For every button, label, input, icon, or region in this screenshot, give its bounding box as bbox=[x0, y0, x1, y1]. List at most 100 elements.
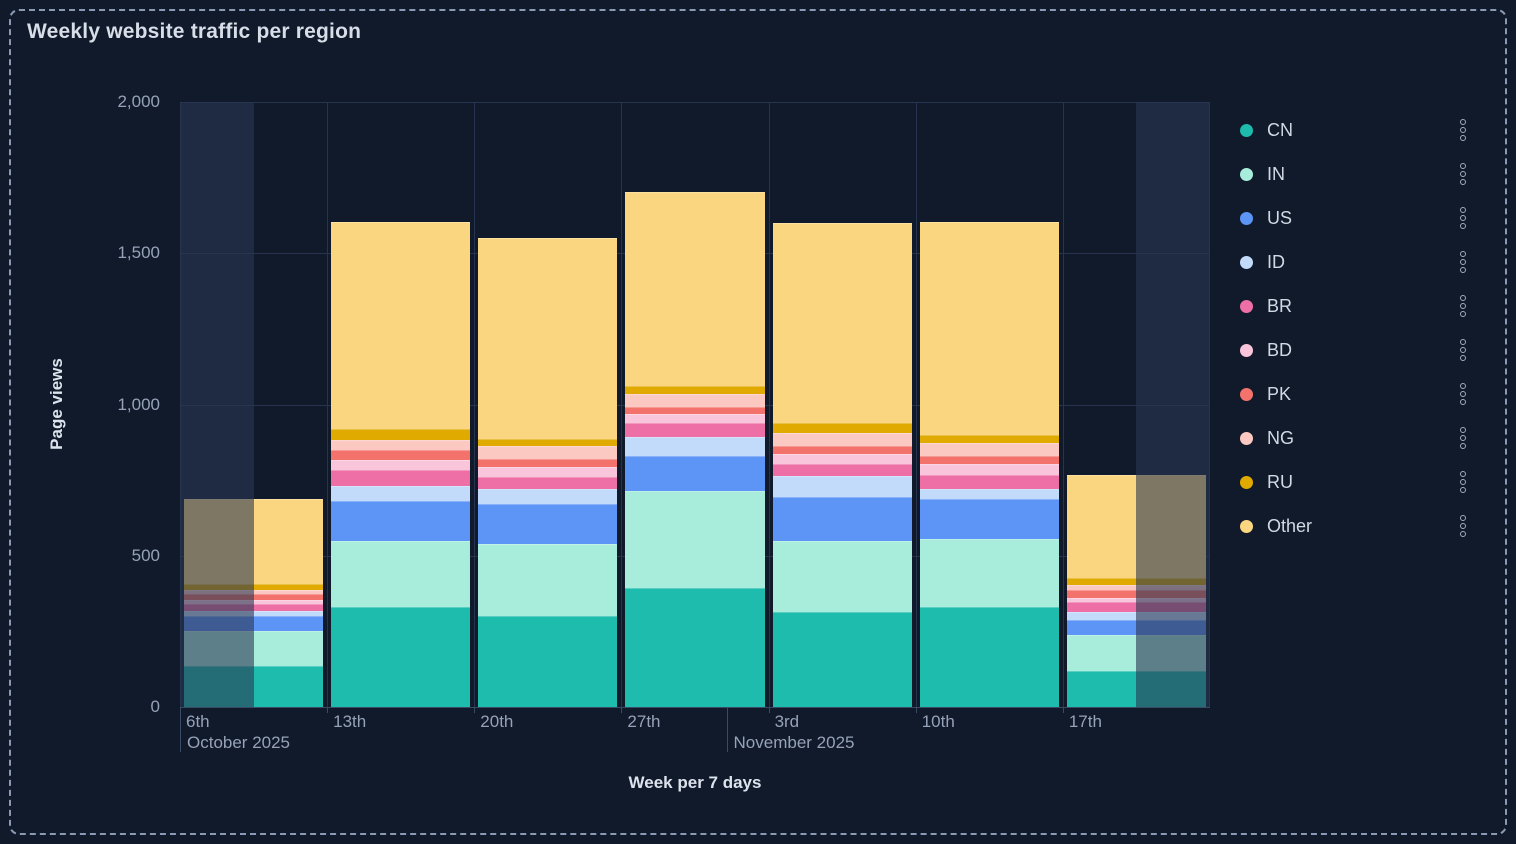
bar-segment-cn[interactable] bbox=[478, 616, 618, 707]
bar-segment-br[interactable] bbox=[331, 470, 471, 487]
bar-segment-other[interactable] bbox=[331, 221, 471, 430]
bar-segment-ru[interactable] bbox=[625, 386, 765, 394]
legend-item-ru[interactable]: RU bbox=[1240, 460, 1468, 504]
bar-segment-in[interactable] bbox=[919, 539, 1059, 608]
legend-color-dot bbox=[1240, 211, 1253, 225]
legend-label: IN bbox=[1267, 163, 1285, 184]
bar-segment-bd[interactable] bbox=[772, 454, 912, 464]
day-tick-label: 10th bbox=[921, 712, 955, 731]
partial-bucket-overlay bbox=[1136, 102, 1210, 707]
bar-segment-bd[interactable] bbox=[478, 467, 618, 478]
bar-segment-id[interactable] bbox=[772, 476, 912, 498]
legend-options-kebab-icon[interactable] bbox=[1458, 247, 1468, 277]
legend-item-bd[interactable]: BD bbox=[1240, 328, 1468, 372]
legend-options-kebab-icon[interactable] bbox=[1458, 335, 1468, 365]
x-axis-tick bbox=[327, 707, 329, 713]
day-tick-label: 27th bbox=[627, 712, 661, 731]
legend-options-kebab-icon[interactable] bbox=[1458, 159, 1468, 189]
legend-options-kebab-icon[interactable] bbox=[1458, 511, 1468, 541]
bar-segment-ru[interactable] bbox=[184, 583, 324, 590]
legend-options-kebab-icon[interactable] bbox=[1458, 423, 1468, 453]
bar-segment-ng[interactable] bbox=[478, 446, 618, 459]
bar-segment-br[interactable] bbox=[184, 604, 324, 612]
bar-segment-us[interactable] bbox=[331, 501, 471, 541]
bar-segment-br[interactable] bbox=[625, 423, 765, 437]
bar-segment-bd[interactable] bbox=[1066, 598, 1206, 602]
legend-item-ng[interactable]: NG bbox=[1240, 416, 1468, 460]
bar-segment-id[interactable] bbox=[331, 486, 471, 502]
bar-segment-id[interactable] bbox=[184, 611, 324, 617]
legend-options-kebab-icon[interactable] bbox=[1458, 115, 1468, 145]
bar-segment-br[interactable] bbox=[919, 475, 1059, 490]
bar-segment-other[interactable] bbox=[919, 221, 1059, 436]
bar-segment-ng[interactable] bbox=[772, 432, 912, 447]
bar-segment-ng[interactable] bbox=[331, 439, 471, 450]
bar-nov-10 bbox=[919, 102, 1059, 707]
bar-segment-br[interactable] bbox=[772, 463, 912, 477]
legend-item-in[interactable]: IN bbox=[1240, 152, 1468, 196]
bar-segment-us[interactable] bbox=[478, 503, 618, 544]
legend-options-kebab-icon[interactable] bbox=[1458, 379, 1468, 409]
bar-segment-bd[interactable] bbox=[625, 413, 765, 424]
legend-item-cn[interactable]: CN bbox=[1240, 108, 1468, 152]
bar-segment-ru[interactable] bbox=[331, 429, 471, 440]
bar-segment-pk[interactable] bbox=[625, 406, 765, 414]
bar-segment-pk[interactable] bbox=[184, 594, 324, 600]
bar-segment-cn[interactable] bbox=[625, 587, 765, 707]
bar-segment-cn[interactable] bbox=[331, 607, 471, 707]
bar-segment-ru[interactable] bbox=[919, 435, 1059, 444]
legend-item-id[interactable]: ID bbox=[1240, 240, 1468, 284]
bar-segment-bd[interactable] bbox=[919, 464, 1059, 475]
bar-segment-bd[interactable] bbox=[331, 459, 471, 471]
bar-segment-cn[interactable] bbox=[919, 607, 1059, 707]
legend-options-kebab-icon[interactable] bbox=[1458, 467, 1468, 497]
bar-segment-ng[interactable] bbox=[919, 443, 1059, 456]
chart-title: Weekly website traffic per region bbox=[27, 20, 362, 43]
bar-segment-id[interactable] bbox=[1066, 611, 1206, 620]
bar-segment-ng[interactable] bbox=[184, 589, 324, 595]
bar-segment-other[interactable] bbox=[625, 191, 765, 387]
bar-segment-ng[interactable] bbox=[1066, 585, 1206, 590]
legend-label: BR bbox=[1267, 295, 1293, 316]
bar-segment-in[interactable] bbox=[478, 543, 618, 617]
bar-segment-in[interactable] bbox=[772, 540, 912, 612]
legend-color-dot bbox=[1240, 255, 1253, 269]
legend-item-br[interactable]: BR bbox=[1240, 284, 1468, 328]
bar-segment-ru[interactable] bbox=[1066, 578, 1206, 586]
bar-segment-pk[interactable] bbox=[772, 446, 912, 455]
bar-segment-in[interactable] bbox=[625, 490, 765, 588]
bar-segment-id[interactable] bbox=[625, 436, 765, 456]
bar-segment-other[interactable] bbox=[478, 238, 618, 439]
legend-options-kebab-icon[interactable] bbox=[1458, 203, 1468, 233]
bar-segment-other[interactable] bbox=[772, 223, 912, 423]
bar-segment-us[interactable] bbox=[919, 499, 1059, 540]
legend-item-other[interactable]: Other bbox=[1240, 504, 1468, 548]
legend-item-pk[interactable]: PK bbox=[1240, 372, 1468, 416]
bar-segment-br[interactable] bbox=[478, 477, 618, 489]
y-tick-label: 500 bbox=[131, 545, 160, 565]
bar-segment-id[interactable] bbox=[478, 488, 618, 504]
bar-segment-ng[interactable] bbox=[625, 393, 765, 407]
legend-options-kebab-icon[interactable] bbox=[1458, 291, 1468, 321]
month-boundary-tick bbox=[726, 707, 728, 752]
bar-segment-ru[interactable] bbox=[772, 422, 912, 433]
gridline-horizontal bbox=[180, 102, 1210, 103]
legend-label: NG bbox=[1267, 427, 1294, 448]
bar-segment-pk[interactable] bbox=[331, 449, 471, 460]
bar-segment-cn[interactable] bbox=[772, 611, 912, 707]
bar-segment-pk[interactable] bbox=[919, 455, 1059, 465]
legend-label: ID bbox=[1267, 251, 1285, 272]
bar-segment-ru[interactable] bbox=[478, 438, 618, 447]
bar-segment-us[interactable] bbox=[772, 497, 912, 541]
bar-segment-bd[interactable] bbox=[184, 599, 324, 605]
bar-segment-in[interactable] bbox=[331, 540, 471, 608]
legend-item-us[interactable]: US bbox=[1240, 196, 1468, 240]
legend-color-dot bbox=[1240, 475, 1253, 489]
partial-bucket-overlay bbox=[180, 102, 254, 707]
bar-segment-pk[interactable] bbox=[478, 458, 618, 468]
x-axis-tick bbox=[1062, 707, 1064, 713]
bar-segment-pk[interactable] bbox=[1066, 589, 1206, 599]
bar-segment-id[interactable] bbox=[919, 489, 1059, 500]
bar-segment-us[interactable] bbox=[625, 455, 765, 491]
bar-segment-br[interactable] bbox=[1066, 601, 1206, 612]
